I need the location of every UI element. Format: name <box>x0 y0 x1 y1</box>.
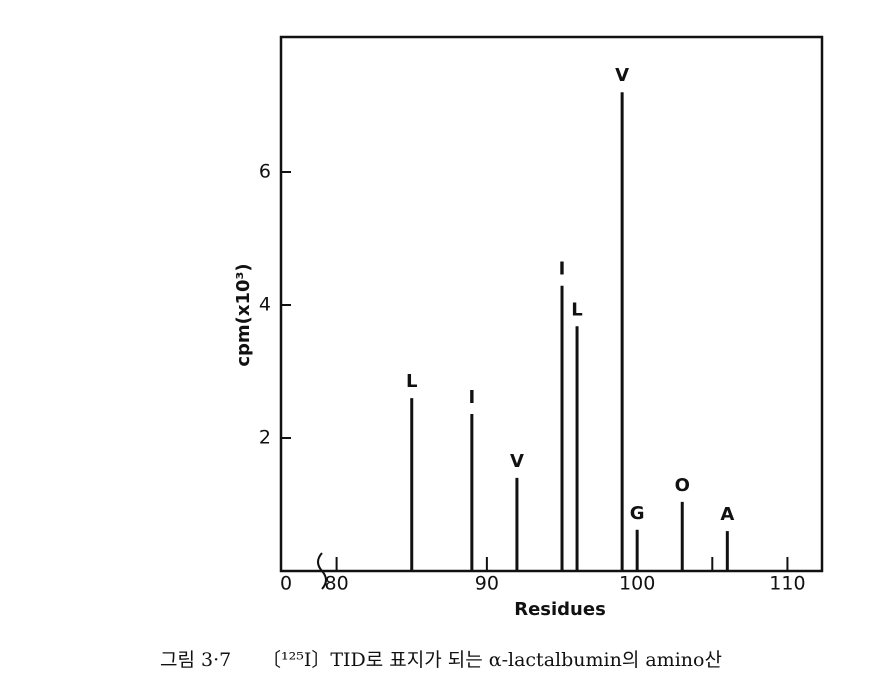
stem-label: I <box>469 387 476 408</box>
stem-label: O <box>675 475 690 496</box>
stem-label: L <box>571 299 582 320</box>
y-tick-label: 4 <box>259 293 271 315</box>
x-tick-label: 80 <box>325 573 349 595</box>
x-tick-label: 100 <box>619 573 655 595</box>
stem-label: G <box>630 503 645 524</box>
caption-text: 〔¹²⁵I〕TID로 표지가 되는 α-lactalbumin의 amino산 <box>262 649 722 671</box>
x-tick-label: 110 <box>769 573 805 595</box>
stem-label: I <box>559 259 566 280</box>
stem-label: V <box>615 65 629 86</box>
x-tick-label: 90 <box>475 573 499 595</box>
x-axis-label: Residues <box>514 599 606 620</box>
caption-figure: 그림 3·7 <box>160 649 231 671</box>
axis-break <box>317 552 327 590</box>
y-axis-label: cpm(x10³) <box>233 263 254 366</box>
y-tick-label: 2 <box>259 426 271 448</box>
stem-label: A <box>720 504 734 525</box>
stem-label: V <box>510 451 524 472</box>
x-origin-label: 0 <box>280 573 292 595</box>
stem-label: L <box>406 371 417 392</box>
y-tick-label: 6 <box>259 160 271 182</box>
plot-frame <box>279 35 824 573</box>
